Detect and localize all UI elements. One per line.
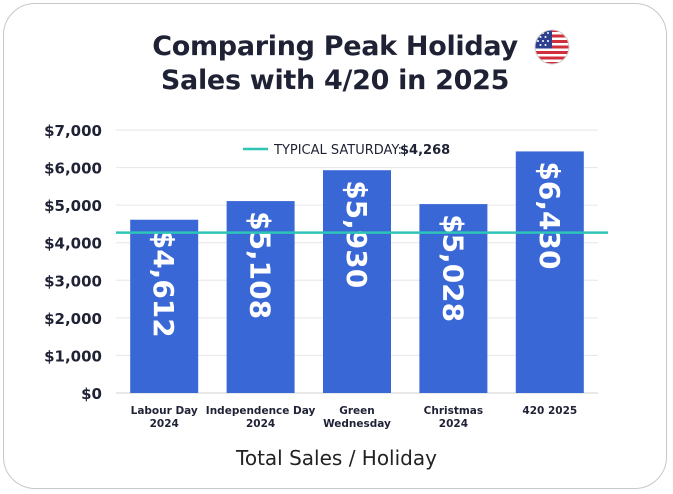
y-tick-label: $3,000 bbox=[44, 272, 102, 290]
bar-value-label-group: $5,028 bbox=[436, 214, 469, 322]
bar-value-label-group: $6,430 bbox=[533, 161, 566, 269]
x-tick-label: 2024 bbox=[150, 418, 179, 430]
bar-value-label: $5,028 bbox=[436, 214, 469, 322]
bar bbox=[419, 204, 488, 393]
y-tick-label: $4,000 bbox=[44, 235, 102, 253]
y-tick-label: $6,000 bbox=[44, 160, 102, 178]
bar-value-label: $6,430 bbox=[533, 161, 566, 269]
chart-title-line-2: Sales with 4/20 in 2025 bbox=[160, 65, 510, 96]
chart-title-line-1: Comparing Peak Holiday bbox=[152, 31, 518, 62]
y-tick-label: $7,000 bbox=[44, 122, 102, 140]
bar-value-label-group: $5,930 bbox=[340, 180, 373, 288]
x-axis-title: Total Sales / Holiday bbox=[236, 446, 437, 470]
reference-legend-value: $4,268 bbox=[400, 143, 450, 158]
y-tick-label: $2,000 bbox=[44, 310, 102, 328]
bar bbox=[130, 219, 199, 393]
x-tick-label: 420 2025 bbox=[522, 405, 577, 417]
bar-value-label: $5,930 bbox=[340, 180, 373, 288]
y-tick-label: $5,000 bbox=[44, 197, 102, 215]
chart-title: Comparing Peak Holiday Sales with 4/20 i… bbox=[120, 30, 550, 98]
bar-value-label-group: $5,108 bbox=[244, 211, 277, 319]
x-tick-label: Wednesday bbox=[323, 418, 391, 430]
x-tick-label: Independence Day bbox=[206, 405, 316, 417]
x-tick-label: Green bbox=[339, 405, 375, 417]
bar-value-label: $5,108 bbox=[244, 211, 277, 319]
us-flag-icon bbox=[534, 29, 570, 65]
x-tick-label: 2024 bbox=[439, 418, 468, 430]
reference-legend-label: TYPICAL SATURDAY: bbox=[273, 143, 402, 158]
bar-value-label: $4,612 bbox=[147, 230, 180, 338]
bar-value-label-group: $4,612 bbox=[147, 230, 180, 338]
x-tick-label: 2024 bbox=[246, 418, 275, 430]
x-tick-label: Labour Day bbox=[131, 405, 198, 417]
y-tick-label: $1,000 bbox=[44, 347, 102, 365]
bar bbox=[515, 151, 584, 393]
y-tick-label: $0 bbox=[81, 385, 102, 403]
x-tick-label: Christmas bbox=[424, 405, 484, 417]
bar bbox=[323, 170, 391, 393]
